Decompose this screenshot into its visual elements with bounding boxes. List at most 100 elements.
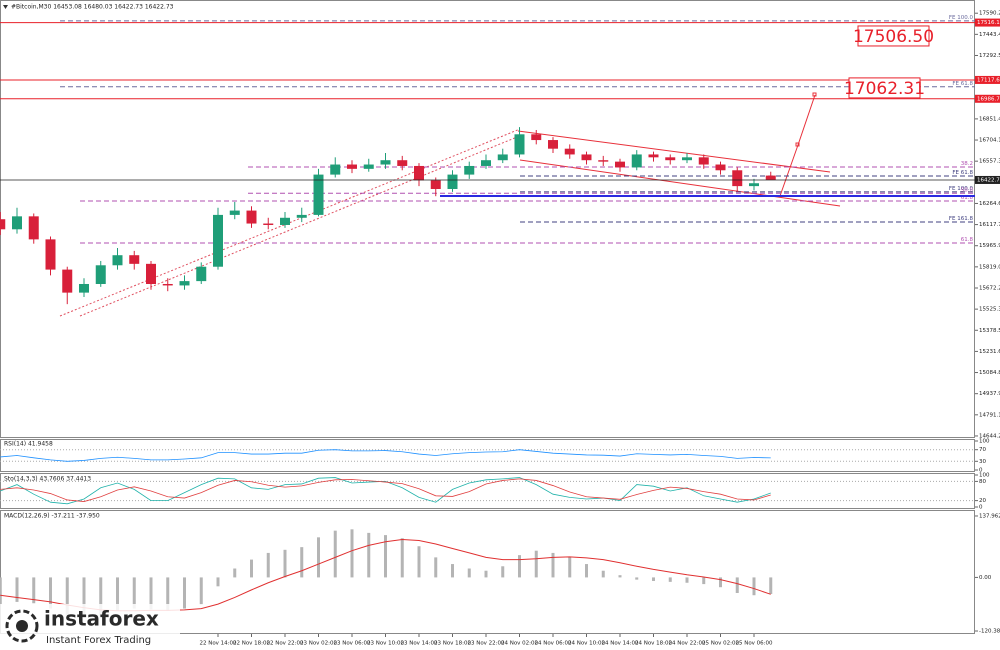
macd-bar: [333, 530, 337, 578]
price-box: [848, 77, 921, 99]
candle-body: [481, 160, 491, 166]
current-price-label: 16422.73: [977, 177, 1000, 183]
macd-bar: [652, 577, 655, 581]
candle-body: [514, 134, 525, 155]
macd-bar: [484, 570, 488, 578]
macd-bar: [65, 577, 69, 616]
x-tick-label: 25 Nov 02:00: [702, 641, 740, 647]
x-tick-label: 23 Nov 06:00: [333, 641, 371, 647]
macd-bar: [15, 577, 19, 602]
rsi-panel: [0, 439, 975, 472]
price-box-label: 17506.50: [853, 27, 934, 47]
candle-body: [213, 214, 223, 267]
macd-bar: [635, 577, 639, 580]
projection-point: [812, 92, 817, 97]
price-level-label: 17516.18: [977, 20, 1000, 26]
projection-point: [795, 142, 800, 147]
candle-body: [548, 140, 558, 149]
stoch-title: Sto(14,3,3) 43.7606 37.4413: [4, 476, 91, 483]
logo: instaforex Instant Forex Trading: [0, 604, 180, 650]
macd-bar: [618, 575, 622, 578]
candle-body: [95, 265, 106, 284]
y-tick-label: 20: [979, 498, 986, 504]
indicator-line: [0, 478, 771, 502]
macd-bar: [367, 532, 371, 578]
y-tick-label: 16557.30: [979, 159, 1000, 165]
chart-title: #Bitcoin,M30 16453.08 16480.03 16422.73 …: [11, 4, 174, 11]
channel-line: [519, 159, 841, 207]
macd-bar: [601, 570, 605, 578]
y-tick-label: 14937.95: [979, 391, 1000, 397]
macd-bar: [216, 577, 220, 587]
indicator-line: [0, 449, 771, 462]
macd-bar: [451, 564, 454, 578]
candle-body: [296, 214, 307, 218]
menu-arrow: [3, 5, 8, 9]
macd-bar: [250, 559, 253, 578]
candle-body: [598, 160, 609, 162]
fib-label: FE 100.0: [949, 15, 974, 21]
macd-bar: [417, 546, 421, 578]
logo-tagline: Instant Forex Trading: [46, 635, 151, 646]
macd-bar: [132, 577, 136, 609]
y-tick-label: 15084.80: [979, 370, 1000, 376]
price-box-label: 17062.31: [844, 79, 925, 99]
y-tick-label: 16851.45: [979, 116, 1000, 122]
y-tick-label: 17590.25: [979, 11, 1000, 17]
logo-icon-core: [16, 620, 28, 632]
y-tick-label: 80: [979, 479, 986, 485]
candle-body: [682, 157, 692, 161]
candle-body: [497, 154, 508, 161]
x-tick-label: 24 Nov 06:00: [534, 641, 572, 647]
macd-panel: [0, 510, 975, 634]
y-tick-label: -120.385: [979, 629, 1000, 635]
trend-line: [79, 134, 523, 317]
y-tick-label: 17292.55: [979, 53, 1000, 59]
macd-bar: [199, 577, 203, 605]
candle-body: [0, 219, 6, 230]
candle-body: [62, 269, 73, 293]
y-tick-label: 70: [979, 447, 986, 453]
macd-bar: [266, 552, 270, 578]
x-tick-label: 22 Nov 18:00: [233, 641, 271, 647]
candle-body: [263, 223, 274, 225]
fib-label: 61.8: [961, 195, 974, 201]
candle-body: [631, 154, 642, 168]
macd-bar: [735, 577, 739, 593]
candle-body: [79, 283, 89, 293]
x-tick-label: 23 Nov 22:00: [467, 641, 505, 647]
macd-bar: [32, 577, 36, 604]
fib-label: 61.8: [961, 237, 974, 243]
candle-body: [531, 134, 542, 141]
candle-body: [397, 160, 408, 166]
y-tick-label: 16704.15: [979, 138, 1000, 144]
macd-bar: [233, 568, 237, 578]
price-level-box: [975, 75, 1000, 84]
macd-bar: [685, 577, 689, 583]
x-tick-label: 24 Nov 10:00: [568, 641, 606, 647]
macd-bar: [82, 577, 86, 618]
macd-bar: [752, 577, 756, 596]
macd-title: MACD(12,26,9) -37.211 -37.950: [4, 513, 100, 520]
drawings: [59, 92, 841, 317]
candle-body: [162, 283, 173, 286]
macd-bar: [166, 577, 170, 611]
projection-line: [779, 94, 816, 197]
candle-body: [380, 160, 391, 165]
current-price-box: [975, 175, 1000, 184]
macd-bar: [317, 537, 320, 578]
y-tick-label: 14791.10: [979, 412, 1000, 418]
candle-body: [765, 175, 776, 180]
macd-bar: [350, 529, 354, 578]
y-tick-label: 0.00: [979, 575, 992, 581]
logo-icon: [5, 609, 39, 643]
macd-bar: [384, 535, 387, 578]
x-tick-label: 23 Nov 14:00: [400, 641, 438, 647]
candle-body: [615, 161, 625, 168]
y-tick-label: 30: [979, 459, 986, 465]
y-tick-label: 0: [979, 505, 983, 511]
macd-bar: [501, 566, 505, 578]
x-tick-label: 23 Nov 02:00: [300, 641, 338, 647]
y-tick-label: 17443.40: [979, 32, 1000, 38]
